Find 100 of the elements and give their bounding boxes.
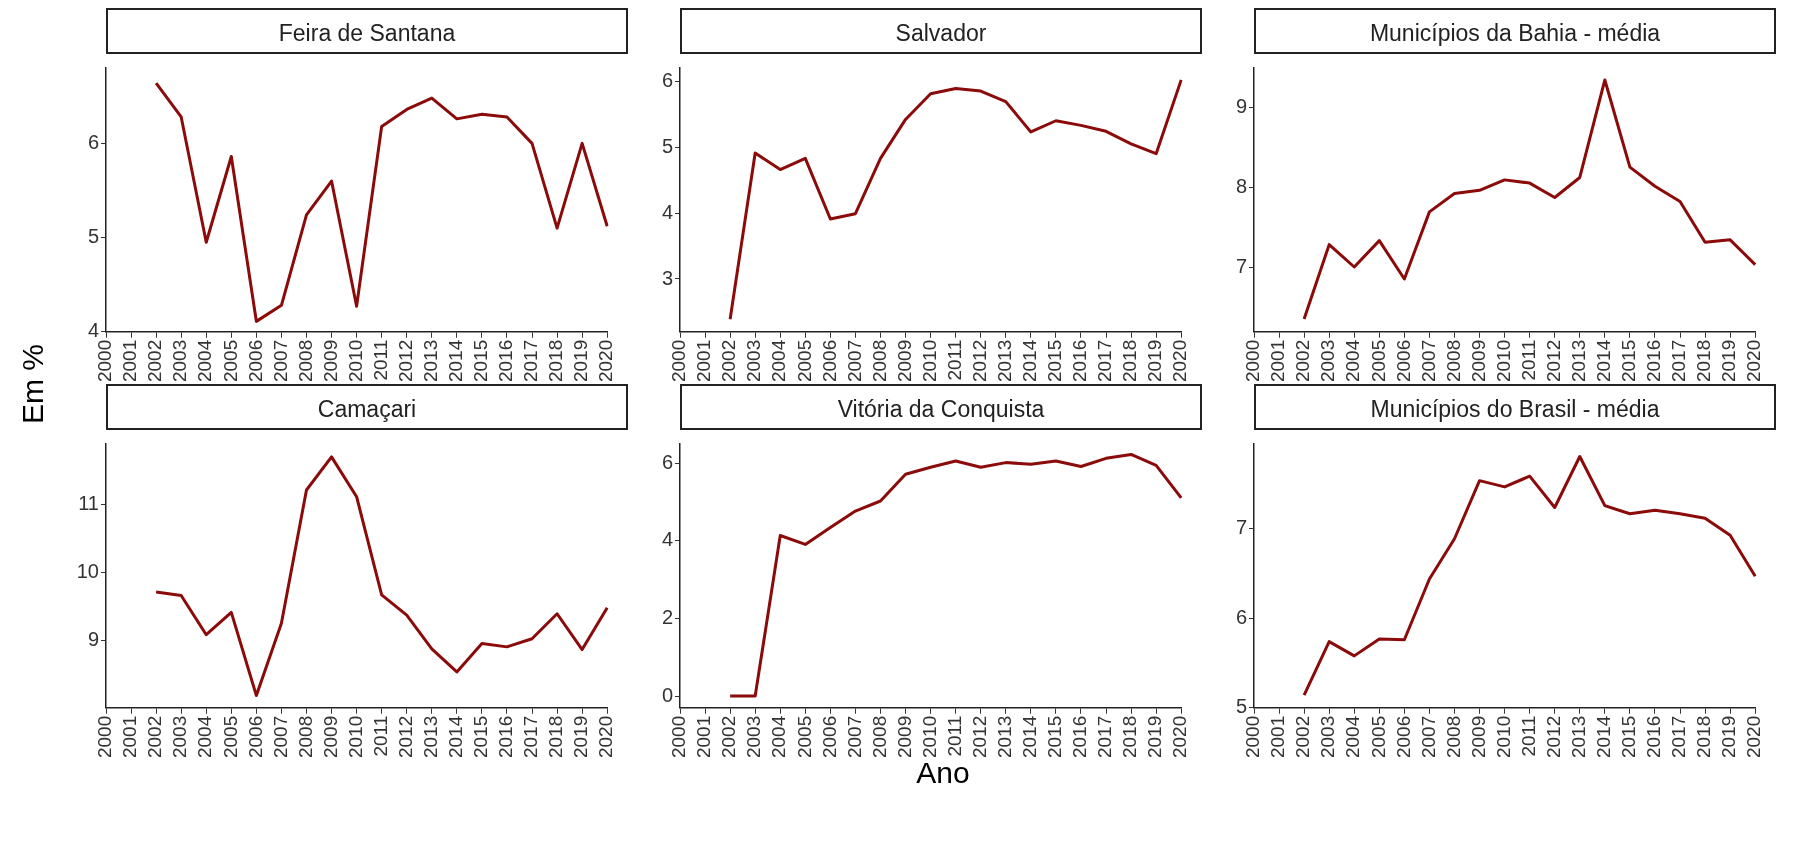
x-tick-label: 2000 [668, 339, 690, 383]
y-tick-label: 7 [1235, 255, 1247, 278]
x-tick-label: 2017 [1668, 715, 1690, 759]
x-tick-label: 2002 [144, 339, 166, 383]
x-tick-label: 2015 [1618, 339, 1640, 383]
x-tick-label: 2018 [1693, 715, 1715, 759]
x-tick-label: 2019 [1718, 339, 1740, 383]
x-tick-label: 2011 [1517, 339, 1539, 381]
x-tick-label: 2007 [1417, 339, 1439, 383]
x-tick-label: 2003 [1317, 339, 1339, 383]
x-tick-label: 2012 [394, 715, 416, 759]
y-tick-label: 6 [87, 130, 99, 153]
y-tick-label: 9 [1235, 95, 1247, 118]
x-tick-label: 2016 [495, 339, 517, 383]
x-tick-label: 2014 [445, 339, 467, 383]
x-tick-label: 2020 [595, 339, 617, 383]
x-tick-label: 2009 [1467, 339, 1489, 383]
x-tick-label: 2020 [1169, 339, 1191, 383]
x-tick-label: 2002 [144, 715, 166, 759]
x-tick-label: 2019 [1144, 339, 1166, 383]
y-tick-label: 2 [661, 606, 673, 629]
x-tick-label: 2017 [1668, 339, 1690, 383]
x-tick-label: 2015 [1044, 339, 1066, 383]
x-tick-label: 2020 [1169, 715, 1191, 759]
x-tick-label: 2002 [718, 339, 740, 383]
y-tick-label: 4 [661, 200, 673, 223]
x-tick-label: 2004 [194, 715, 216, 759]
y-tick-label: 8 [1235, 175, 1247, 198]
chart-title: Salvador [680, 8, 1202, 54]
x-tick-label: 2017 [520, 339, 542, 383]
x-tick-label: 2006 [818, 715, 840, 759]
x-tick-label: 2020 [595, 715, 617, 759]
y-tick-label: 4 [661, 528, 673, 551]
y-tick-label: 10 [76, 560, 99, 582]
x-tick-label: 2010 [344, 715, 366, 759]
x-tick-label: 2011 [369, 339, 391, 381]
x-tick-label: 2011 [369, 715, 391, 757]
x-tick-label: 2008 [1442, 339, 1464, 383]
x-tick-label: 2018 [1119, 339, 1141, 383]
x-tick-label: 2010 [344, 339, 366, 383]
x-tick-label: 2014 [1019, 339, 1041, 383]
x-tick-label: 2000 [1242, 339, 1264, 383]
x-tick-label: 2013 [1568, 715, 1590, 759]
y-tick-label: 6 [661, 68, 673, 91]
x-tick-label: 2000 [94, 715, 116, 759]
x-tick-label: 2015 [470, 339, 492, 383]
x-tick-label: 2013 [420, 715, 442, 759]
x-tick-label: 2019 [570, 339, 592, 383]
y-tick-label: 5 [661, 134, 673, 157]
x-tick-label: 2000 [94, 339, 116, 383]
x-tick-label: 2003 [1317, 715, 1339, 759]
x-tick-label: 2016 [1643, 339, 1665, 383]
x-tick-label: 2004 [768, 339, 790, 383]
x-tick-label: 2014 [1593, 715, 1615, 759]
x-tick-label: 2011 [943, 339, 965, 381]
chart-title: Feira de Santana [106, 8, 628, 54]
x-tick-label: 2008 [868, 715, 890, 759]
x-tick-label: 2017 [1094, 339, 1116, 383]
y-axis-title: Em % [16, 343, 50, 425]
x-tick-label: 2018 [1693, 339, 1715, 383]
x-tick-label: 2005 [219, 715, 241, 759]
x-tick-label: 2012 [1542, 715, 1564, 759]
x-tick-label: 2016 [1069, 339, 1091, 383]
x-axis-title: Ano [916, 756, 970, 789]
x-tick-label: 2001 [693, 715, 715, 759]
x-tick-label: 2010 [918, 715, 940, 759]
x-tick-label: 2006 [818, 339, 840, 383]
x-tick-label: 2015 [1618, 715, 1640, 759]
x-tick-label: 2007 [269, 715, 291, 759]
x-tick-label: 2015 [1044, 715, 1066, 759]
x-tick-label: 2001 [1267, 715, 1289, 759]
x-tick-label: 2014 [1593, 339, 1615, 383]
x-tick-label: 2006 [1392, 715, 1414, 759]
y-tick-label: 11 [78, 492, 99, 515]
x-tick-label: 2020 [1743, 715, 1765, 759]
x-tick-label: 2007 [269, 339, 291, 383]
x-tick-label: 2001 [1267, 339, 1289, 383]
x-tick-label: 2018 [545, 339, 567, 383]
y-tick-label: 7 [1235, 516, 1247, 539]
x-tick-label: 2010 [1492, 715, 1514, 759]
x-tick-label: 2002 [718, 715, 740, 759]
x-tick-label: 2004 [1342, 715, 1364, 759]
x-tick-label: 2004 [194, 339, 216, 383]
x-tick-label: 2012 [1542, 339, 1564, 383]
x-tick-label: 2012 [394, 339, 416, 383]
x-tick-label: 2005 [793, 339, 815, 383]
x-tick-label: 2014 [445, 715, 467, 759]
y-tick-label: 0 [661, 683, 673, 706]
x-tick-label: 2006 [244, 715, 266, 759]
x-tick-label: 2016 [1643, 715, 1665, 759]
y-tick-label: 5 [1235, 695, 1247, 718]
x-tick-label: 2008 [868, 339, 890, 383]
x-tick-label: 2010 [1492, 339, 1514, 383]
x-tick-label: 2011 [1517, 715, 1539, 757]
x-tick-label: 2006 [244, 339, 266, 383]
x-tick-label: 2004 [1342, 339, 1364, 383]
chart-title: Vitória da Conquista [680, 384, 1202, 430]
x-tick-label: 2005 [1367, 339, 1389, 383]
x-tick-label: 2010 [918, 339, 940, 383]
y-tick-label: 3 [661, 266, 673, 289]
